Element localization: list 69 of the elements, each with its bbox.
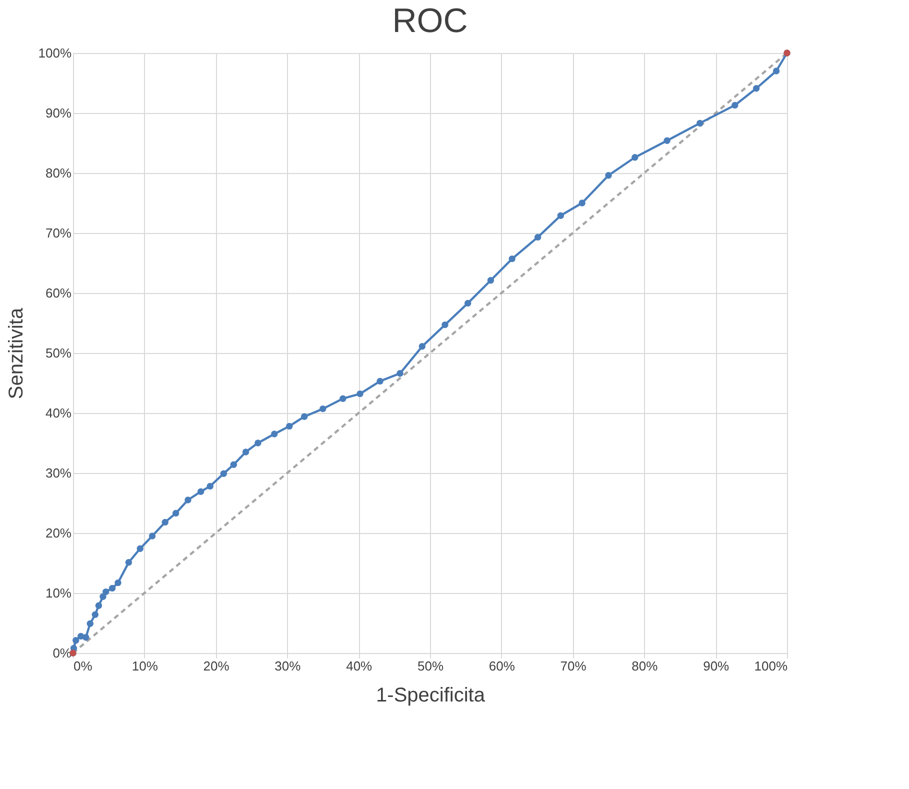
- y-tick-label: 30%: [45, 466, 72, 480]
- x-tick-label: 80%: [632, 658, 658, 674]
- point: [206, 482, 214, 490]
- x-tick-label: 20%: [203, 658, 230, 674]
- point: [578, 200, 586, 206]
- point: [300, 413, 308, 420]
- point: [136, 545, 144, 552]
- x-tick-label: 40%: [346, 658, 373, 674]
- y-tick-label: 80%: [45, 166, 72, 180]
- point: [125, 559, 132, 566]
- y-tick-label: 70%: [45, 226, 72, 240]
- point: [442, 321, 448, 328]
- chart-title: ROC: [392, 2, 468, 40]
- point: [752, 85, 760, 92]
- point: [114, 579, 122, 586]
- point: [340, 395, 346, 402]
- y-axis-title: Senzitivita: [5, 307, 28, 400]
- x-tick-label: 70%: [560, 658, 587, 674]
- y-tick-label: 90%: [45, 106, 72, 120]
- point: [197, 488, 204, 495]
- point: [286, 422, 293, 430]
- y-tick-label: 40%: [45, 406, 72, 420]
- point: [172, 510, 180, 517]
- point: [82, 634, 90, 641]
- point: [418, 343, 426, 350]
- x-tick-label: 10%: [132, 658, 158, 674]
- x-tick-label: 0%: [74, 658, 93, 674]
- point: [108, 584, 116, 592]
- point: [376, 378, 384, 385]
- point: [102, 588, 110, 596]
- point: [696, 120, 704, 127]
- point: [605, 172, 612, 179]
- point: [72, 637, 80, 644]
- point: [557, 212, 564, 219]
- point: [632, 154, 638, 161]
- x-tick-label: 100%: [754, 658, 788, 674]
- point: [534, 234, 542, 241]
- point: [92, 611, 98, 618]
- y-tick-label: 10%: [45, 586, 72, 600]
- y-tick-label: 50%: [45, 346, 72, 360]
- y-tick-label: 60%: [45, 286, 72, 300]
- y-tick-label: 0%: [52, 646, 72, 660]
- point: [86, 620, 94, 627]
- point: [230, 461, 238, 468]
- point: [184, 496, 192, 504]
- point: [148, 532, 156, 540]
- point: [772, 68, 780, 74]
- x-tick-label: 30%: [274, 658, 302, 674]
- point: [664, 137, 670, 144]
- point: [464, 300, 472, 307]
- point: [242, 448, 250, 456]
- point: [270, 430, 278, 438]
- point: [100, 593, 106, 600]
- point: [487, 277, 494, 284]
- x-tick-label: 90%: [703, 658, 730, 674]
- y-tick-label: 20%: [45, 526, 72, 540]
- x-axis-title: 1-Specificita: [376, 684, 486, 706]
- point: [95, 602, 102, 609]
- y-tick-label: 100%: [38, 46, 72, 60]
- point: [356, 390, 364, 398]
- point: [320, 405, 326, 412]
- point: [162, 518, 168, 526]
- point: [732, 102, 738, 109]
- point: [220, 470, 228, 477]
- point: [254, 440, 262, 446]
- point: [508, 255, 516, 262]
- x-tick-label: 60%: [488, 658, 516, 674]
- point: [396, 370, 404, 377]
- x-tick-label: 50%: [417, 658, 444, 674]
